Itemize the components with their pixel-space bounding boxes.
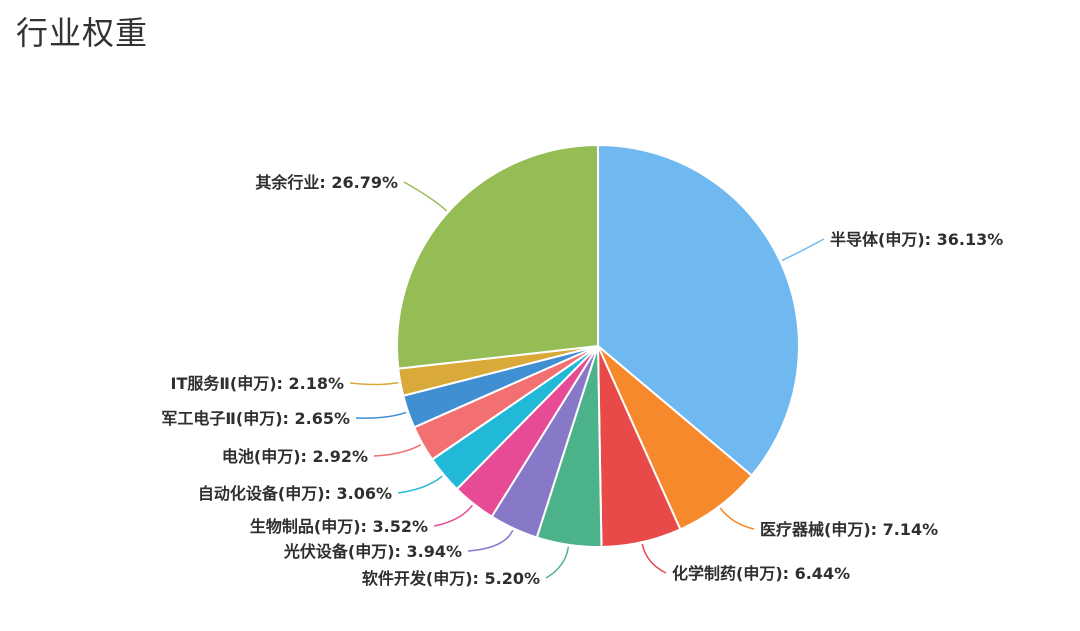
slice-label: 军工电子Ⅱ(申万): 2.65% — [161, 409, 350, 428]
label-leader-line — [349, 381, 399, 386]
slice-label: 自动化设备(申万): 3.06% — [198, 484, 392, 503]
slice-label: 软件开发(申万): 5.20% — [362, 569, 540, 588]
label-leader-line — [545, 546, 570, 579]
label-leader-line — [719, 507, 755, 530]
page-title: 行业权重 — [16, 14, 149, 52]
label-leader-line — [433, 504, 473, 527]
slice-label: 半导体(申万): 36.13% — [830, 230, 1003, 249]
slice-label: 光伏设备(申万): 3.94% — [283, 542, 462, 561]
label-leader-line — [355, 411, 407, 419]
pie-slices — [395, 144, 800, 548]
slice-label: 生物制品(申万): 3.52% — [250, 517, 428, 536]
label-leader-line — [781, 238, 825, 262]
label-leader-line — [397, 475, 443, 494]
label-leader-line — [641, 543, 667, 574]
slice-label: 化学制药(申万): 6.44% — [672, 564, 850, 583]
slice-label: 电池(申万): 2.92% — [222, 447, 368, 466]
label-leader-lines — [349, 181, 825, 579]
pie-slice[interactable] — [395, 144, 599, 370]
slice-label: 医疗器械(申万): 7.14% — [760, 520, 938, 539]
label-leader-line — [373, 444, 422, 457]
label-leader-line — [467, 529, 514, 552]
label-leader-line — [403, 181, 448, 212]
slice-label: IT服务Ⅱ(申万): 2.18% — [170, 374, 344, 393]
slice-label: 其余行业: 26.79% — [255, 173, 398, 192]
pie-slice[interactable] — [597, 144, 800, 477]
slice-labels: 半导体(申万): 36.13% 医疗器械(申万): 7.14% 化学制药(申万): … — [161, 173, 1003, 588]
